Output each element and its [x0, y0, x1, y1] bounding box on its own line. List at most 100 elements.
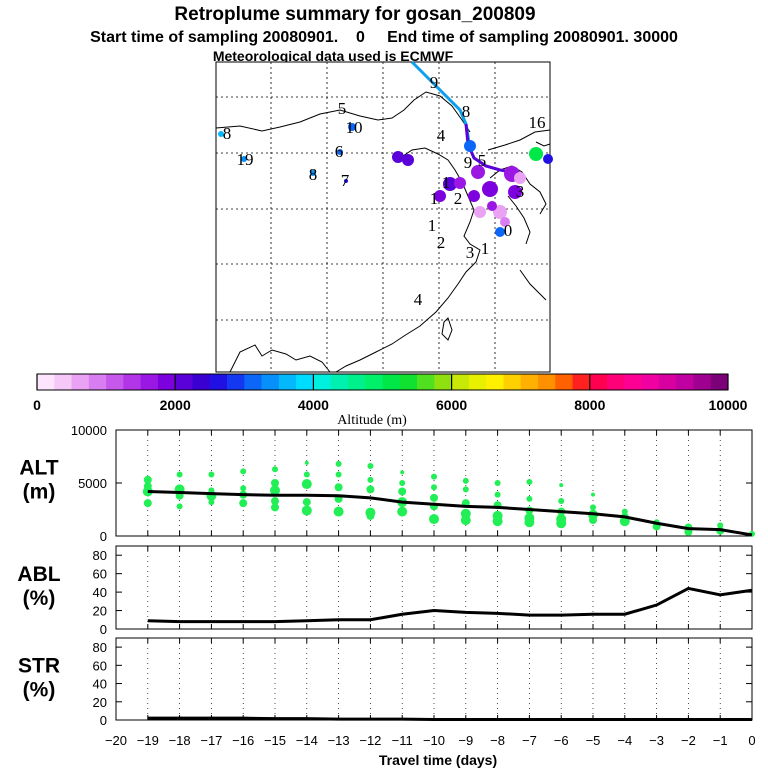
colorbar-cell: [278, 374, 297, 390]
map-day-label: 2: [454, 189, 463, 208]
x-tick-label: −1: [713, 733, 728, 748]
colorbar-cell: [54, 374, 72, 390]
alt-scatter-point: [431, 473, 437, 480]
abl-label: ABL: [17, 563, 60, 586]
abl-ytick-label: 20: [93, 604, 107, 619]
colorbar-cell: [468, 374, 487, 390]
alt-scatter-point: [589, 516, 597, 525]
abl-ytick-label: 40: [93, 585, 107, 600]
alt-mean-line: [147, 489, 753, 537]
alt-scatter-point: [400, 470, 405, 475]
colorbar-cell: [209, 374, 228, 390]
abl-ytick-label: 80: [93, 548, 107, 563]
colorbar-cell: [589, 374, 608, 390]
map-day-label: 0: [504, 221, 513, 240]
colorbar-cell: [192, 374, 211, 390]
map-day-label: 8: [223, 124, 232, 143]
colorbar-cell: [624, 374, 643, 390]
alt-scatter-point: [397, 506, 408, 517]
map-marker: [487, 201, 497, 211]
colorbar-tick-label: 4000: [298, 397, 329, 413]
colorbar-cell: [71, 374, 90, 390]
abl-unit: (%): [23, 587, 56, 610]
alt-scatter-point: [271, 503, 279, 512]
abl-ytick-label: 0: [100, 622, 107, 637]
map-marker: [218, 131, 224, 137]
alt-ytick-label: 10000: [71, 423, 107, 438]
alt-scatter-point: [524, 517, 535, 528]
alt-scatter-point: [462, 477, 469, 484]
x-tick-label: −6: [554, 733, 569, 748]
map-day-label: 7: [341, 171, 350, 190]
alt-scatter-point: [271, 479, 279, 487]
x-tick-label: −14: [296, 733, 318, 748]
colorbar-cell: [520, 374, 539, 390]
colorbar-cell: [123, 374, 142, 390]
map-marker: [348, 123, 356, 131]
alt-scatter-point: [334, 483, 343, 492]
colorbar-tick-labels: 0 2000 4000 6000 8000 10000: [33, 374, 748, 413]
map-marker: [241, 156, 247, 162]
sampling-times: Start time of sampling 20080901. 0 End t…: [90, 29, 678, 46]
alt-scatter-point: [303, 471, 310, 478]
colorbar-cell: [486, 374, 504, 390]
map-day-label: 1: [442, 173, 451, 192]
alt-unit: (m): [23, 481, 56, 504]
map-day-label: 5: [478, 151, 487, 170]
alt-scatter-point: [429, 514, 439, 525]
colorbar-cell: [382, 374, 401, 390]
map-day-label: 4: [437, 126, 446, 145]
x-tick-label: −4: [617, 733, 632, 748]
x-tick-label: 0: [748, 733, 755, 748]
map-day-label: 3: [466, 243, 475, 262]
map-day-label: 19: [237, 150, 254, 169]
alt-scatter-point: [494, 480, 501, 486]
map-day-label: 4: [414, 290, 423, 309]
str-ytick-label: 60: [93, 658, 107, 673]
colorbar-cells: [37, 374, 729, 390]
colorbar-cell: [641, 374, 660, 390]
alt-scatter-point: [559, 483, 564, 488]
map-markers: [218, 123, 553, 237]
alt-scatter-point: [143, 475, 152, 484]
alt-scatter-point: [399, 480, 406, 486]
str-ytick-label: 40: [93, 677, 107, 692]
colorbar-tick-label: 0: [33, 397, 41, 413]
alt-scatter-point: [272, 466, 278, 473]
map-day-label: 2: [437, 233, 446, 252]
alt-ytick-label: 5000: [78, 476, 107, 491]
met-data-note: Meteorological data used is ECMWF: [213, 48, 454, 64]
colorbar-cell: [607, 374, 625, 390]
x-tick-label: −12: [359, 733, 381, 748]
figure-title: Retroplume summary for gosan_200809: [174, 4, 535, 25]
str-unit: (%): [23, 678, 56, 701]
alt-scatter-point: [431, 484, 437, 491]
colorbar-cell: [175, 374, 193, 390]
alt-ytick-label: 0: [100, 529, 107, 544]
colorbar-cell: [572, 374, 591, 390]
x-axis-title: Travel time (days): [379, 752, 497, 768]
map-day-label: 10: [346, 118, 363, 137]
alt-scatter-point: [304, 460, 309, 465]
alt-scatter-point: [335, 460, 342, 467]
coastlines: [215, 91, 551, 373]
travel-time-axis: −20 −19 −18 −17 −16 −15 −14 −13 −12 −11 −10 −9 −8 −7−…: [105, 733, 756, 768]
map-day-label: 8: [309, 165, 318, 184]
colorbar-cell: [365, 374, 383, 390]
map-day-label: 1: [481, 239, 490, 258]
map-day-label: 1: [428, 216, 437, 235]
colorbar-axis-title: Altitude (m): [337, 413, 407, 428]
str-ytick-label: 20: [93, 695, 107, 710]
map-marker: [344, 179, 348, 183]
x-tick-label: −16: [232, 733, 254, 748]
map-marker: [500, 217, 510, 227]
x-tick-label: −10: [423, 733, 445, 748]
x-tick-label: −20: [105, 733, 127, 748]
map-marker: [514, 172, 526, 184]
colorbar-cell: [37, 374, 55, 390]
str-label: STR: [18, 654, 60, 677]
map-day-label: 9: [464, 153, 473, 172]
alt-scatter-point: [492, 516, 503, 527]
alt-scatter-point: [526, 478, 533, 485]
